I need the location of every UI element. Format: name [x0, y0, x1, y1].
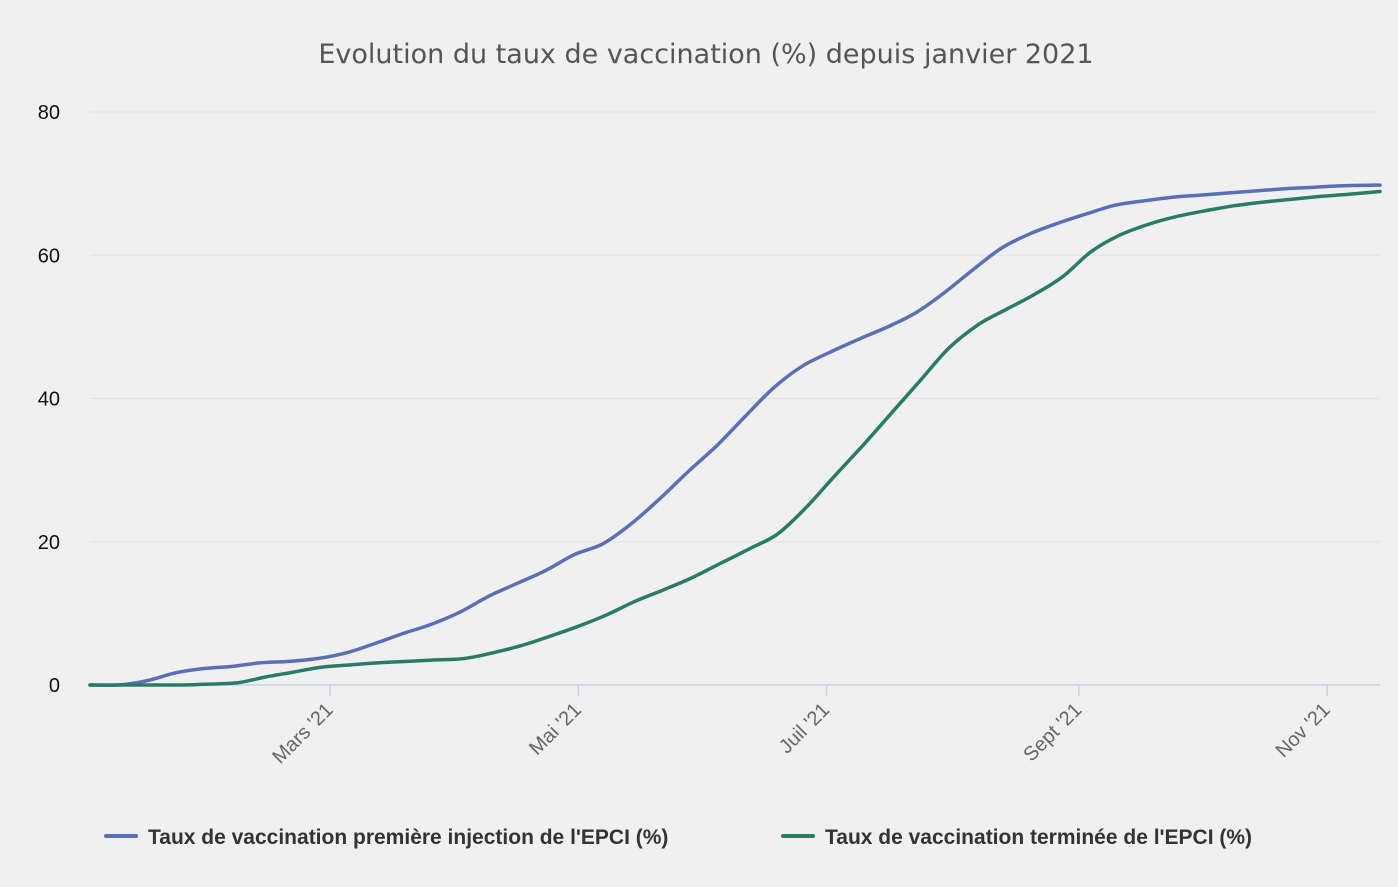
chart-title: Evolution du taux de vaccination (%) dep… [318, 39, 1093, 70]
x-tick-label: Sept '21 [1019, 699, 1086, 766]
y-tick-label-20: 20 [38, 532, 60, 554]
legend-item-2[interactable]: Taux de vaccination terminée de l'EPCI (… [781, 826, 1252, 849]
legend: Taux de vaccination première injection d… [104, 826, 1252, 849]
x-tick-label: Nov '21 [1272, 699, 1335, 762]
x-tick-label: Mai '21 [525, 699, 586, 760]
legend-item-1[interactable]: Taux de vaccination première injection d… [104, 826, 668, 849]
x-axis-ticks: Mars '21 Mai '21 Juil '21 Sept '21 Nov '21 [268, 685, 1335, 768]
y-tick-label-0: 0 [49, 675, 60, 697]
y-tick-label-80: 80 [38, 102, 60, 124]
y-tick-label-40: 40 [38, 389, 60, 411]
y-tick-label-60: 60 [38, 245, 60, 267]
gridlines [90, 111, 1380, 543]
x-tick-label: Mars '21 [268, 699, 337, 768]
series-line-1[interactable] [88, 183, 1382, 688]
legend-label: Taux de vaccination première injection d… [148, 826, 668, 849]
legend-label: Taux de vaccination terminée de l'EPCI (… [825, 826, 1252, 849]
series-line-2[interactable] [88, 189, 1382, 687]
y-axis-ticks: 0 20 40 60 80 [38, 102, 60, 697]
series-lines [88, 183, 1382, 688]
x-tick-label: Juil '21 [775, 699, 834, 758]
